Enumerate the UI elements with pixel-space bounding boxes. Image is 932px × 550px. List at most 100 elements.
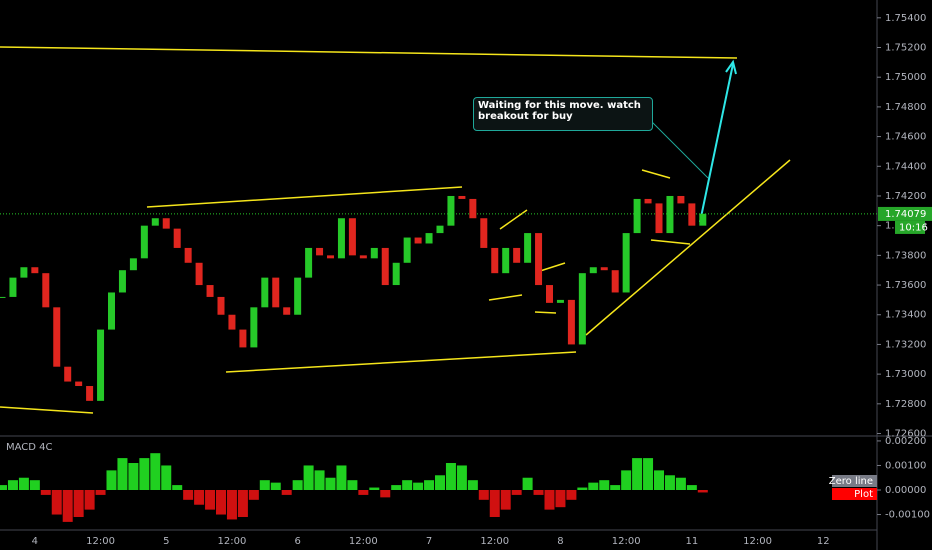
histogram-bar	[106, 470, 117, 491]
last-price-label: 1.74079	[885, 209, 926, 220]
countdown: 10:16	[899, 222, 928, 233]
histogram-bar	[216, 490, 226, 515]
candle	[97, 329, 105, 401]
trendline	[0, 46, 738, 59]
candle	[513, 247, 521, 263]
candle	[644, 198, 652, 204]
candle	[480, 218, 488, 248]
y-tick-label: 1.73000	[885, 369, 926, 380]
arrow	[699, 59, 737, 223]
candle	[403, 237, 411, 263]
countdown-box	[895, 220, 925, 234]
histogram-bar	[467, 480, 478, 491]
candle	[31, 267, 39, 274]
histogram-bar	[478, 490, 489, 500]
histogram-bar	[128, 463, 139, 491]
histogram-bar	[237, 490, 248, 517]
histogram-bar	[566, 490, 577, 500]
candle	[151, 218, 159, 226]
candle	[699, 213, 707, 226]
candle	[195, 262, 203, 286]
x-tick-label: 12:00	[218, 536, 247, 547]
candle	[392, 262, 400, 286]
candle	[622, 233, 630, 293]
candle	[655, 203, 663, 234]
annotation: Waiting for this move. watch breakout fo…	[473, 97, 653, 131]
histogram-bar	[194, 490, 205, 505]
histogram-bar	[654, 470, 664, 491]
y-tick-label: 1.75400	[885, 13, 926, 24]
candle	[140, 225, 148, 259]
histogram-bar	[621, 470, 632, 491]
histogram-bar	[226, 490, 237, 520]
candle	[688, 203, 696, 226]
histogram-bar	[610, 485, 621, 491]
candle	[633, 198, 641, 234]
candle	[239, 329, 247, 348]
candle	[53, 307, 61, 367]
histogram-bar	[336, 465, 347, 491]
histogram-bar	[40, 490, 51, 495]
pane-title: MACD 4C	[6, 442, 53, 453]
candle	[305, 247, 313, 278]
candle	[666, 195, 674, 234]
y-tick-label: 1.73800	[885, 250, 926, 261]
histogram-bar	[599, 480, 610, 491]
histogram-bar	[117, 458, 128, 491]
histogram-bar	[150, 453, 161, 491]
candle	[283, 307, 291, 315]
candle	[677, 195, 685, 204]
x-tick-label: 12:00	[349, 536, 378, 547]
candle	[316, 247, 324, 256]
candle	[86, 386, 94, 401]
candle	[184, 247, 192, 263]
candle	[118, 270, 126, 293]
candle	[129, 258, 137, 271]
y-tick-label: 1.74600	[885, 132, 926, 143]
trendline	[650, 239, 691, 245]
candle	[556, 299, 564, 303]
y-tick-label: 1.74400	[885, 161, 926, 172]
candle	[9, 277, 17, 297]
candle	[206, 285, 214, 297]
candle	[535, 233, 543, 286]
candle	[370, 247, 378, 259]
x-tick-label: 5	[163, 536, 169, 547]
x-tick-label: 7	[426, 536, 432, 547]
histogram-bar	[533, 490, 544, 495]
histogram-bar	[555, 490, 566, 508]
callout-line	[651, 121, 709, 179]
candle	[327, 255, 334, 259]
histogram-bar	[325, 477, 336, 491]
candle	[348, 218, 356, 256]
candle	[108, 292, 115, 330]
x-tick-label: 12:00	[612, 536, 641, 547]
histogram-bar	[544, 490, 555, 510]
candle	[162, 218, 170, 229]
y-tick-label: 1.73400	[885, 310, 926, 321]
x-tick-label: 8	[557, 536, 563, 547]
histogram-bar	[358, 490, 369, 495]
legend-box	[832, 488, 877, 500]
histogram-bar	[73, 490, 84, 517]
candle	[502, 247, 510, 274]
candle	[546, 285, 553, 303]
y-tick-label: 0.00000	[885, 485, 926, 496]
y-tick-label: 1.73600	[885, 280, 926, 291]
y-tick-label: -0.00100	[885, 510, 930, 521]
candle	[447, 195, 455, 226]
y-tick-label: 1.75200	[885, 43, 926, 54]
histogram-bar	[0, 485, 7, 491]
histogram-bar	[435, 475, 445, 491]
x-tick-label: 12:00	[86, 536, 115, 547]
x-tick-label: 12	[817, 536, 830, 547]
candle	[42, 273, 50, 308]
histogram-bar	[259, 480, 270, 491]
legend-box	[832, 475, 877, 487]
y-tick-label: 1.72600	[885, 429, 926, 440]
candle	[0, 296, 6, 298]
x-tick-label: 6	[294, 536, 300, 547]
histogram-bar	[7, 480, 18, 491]
histogram-bar	[248, 490, 259, 500]
